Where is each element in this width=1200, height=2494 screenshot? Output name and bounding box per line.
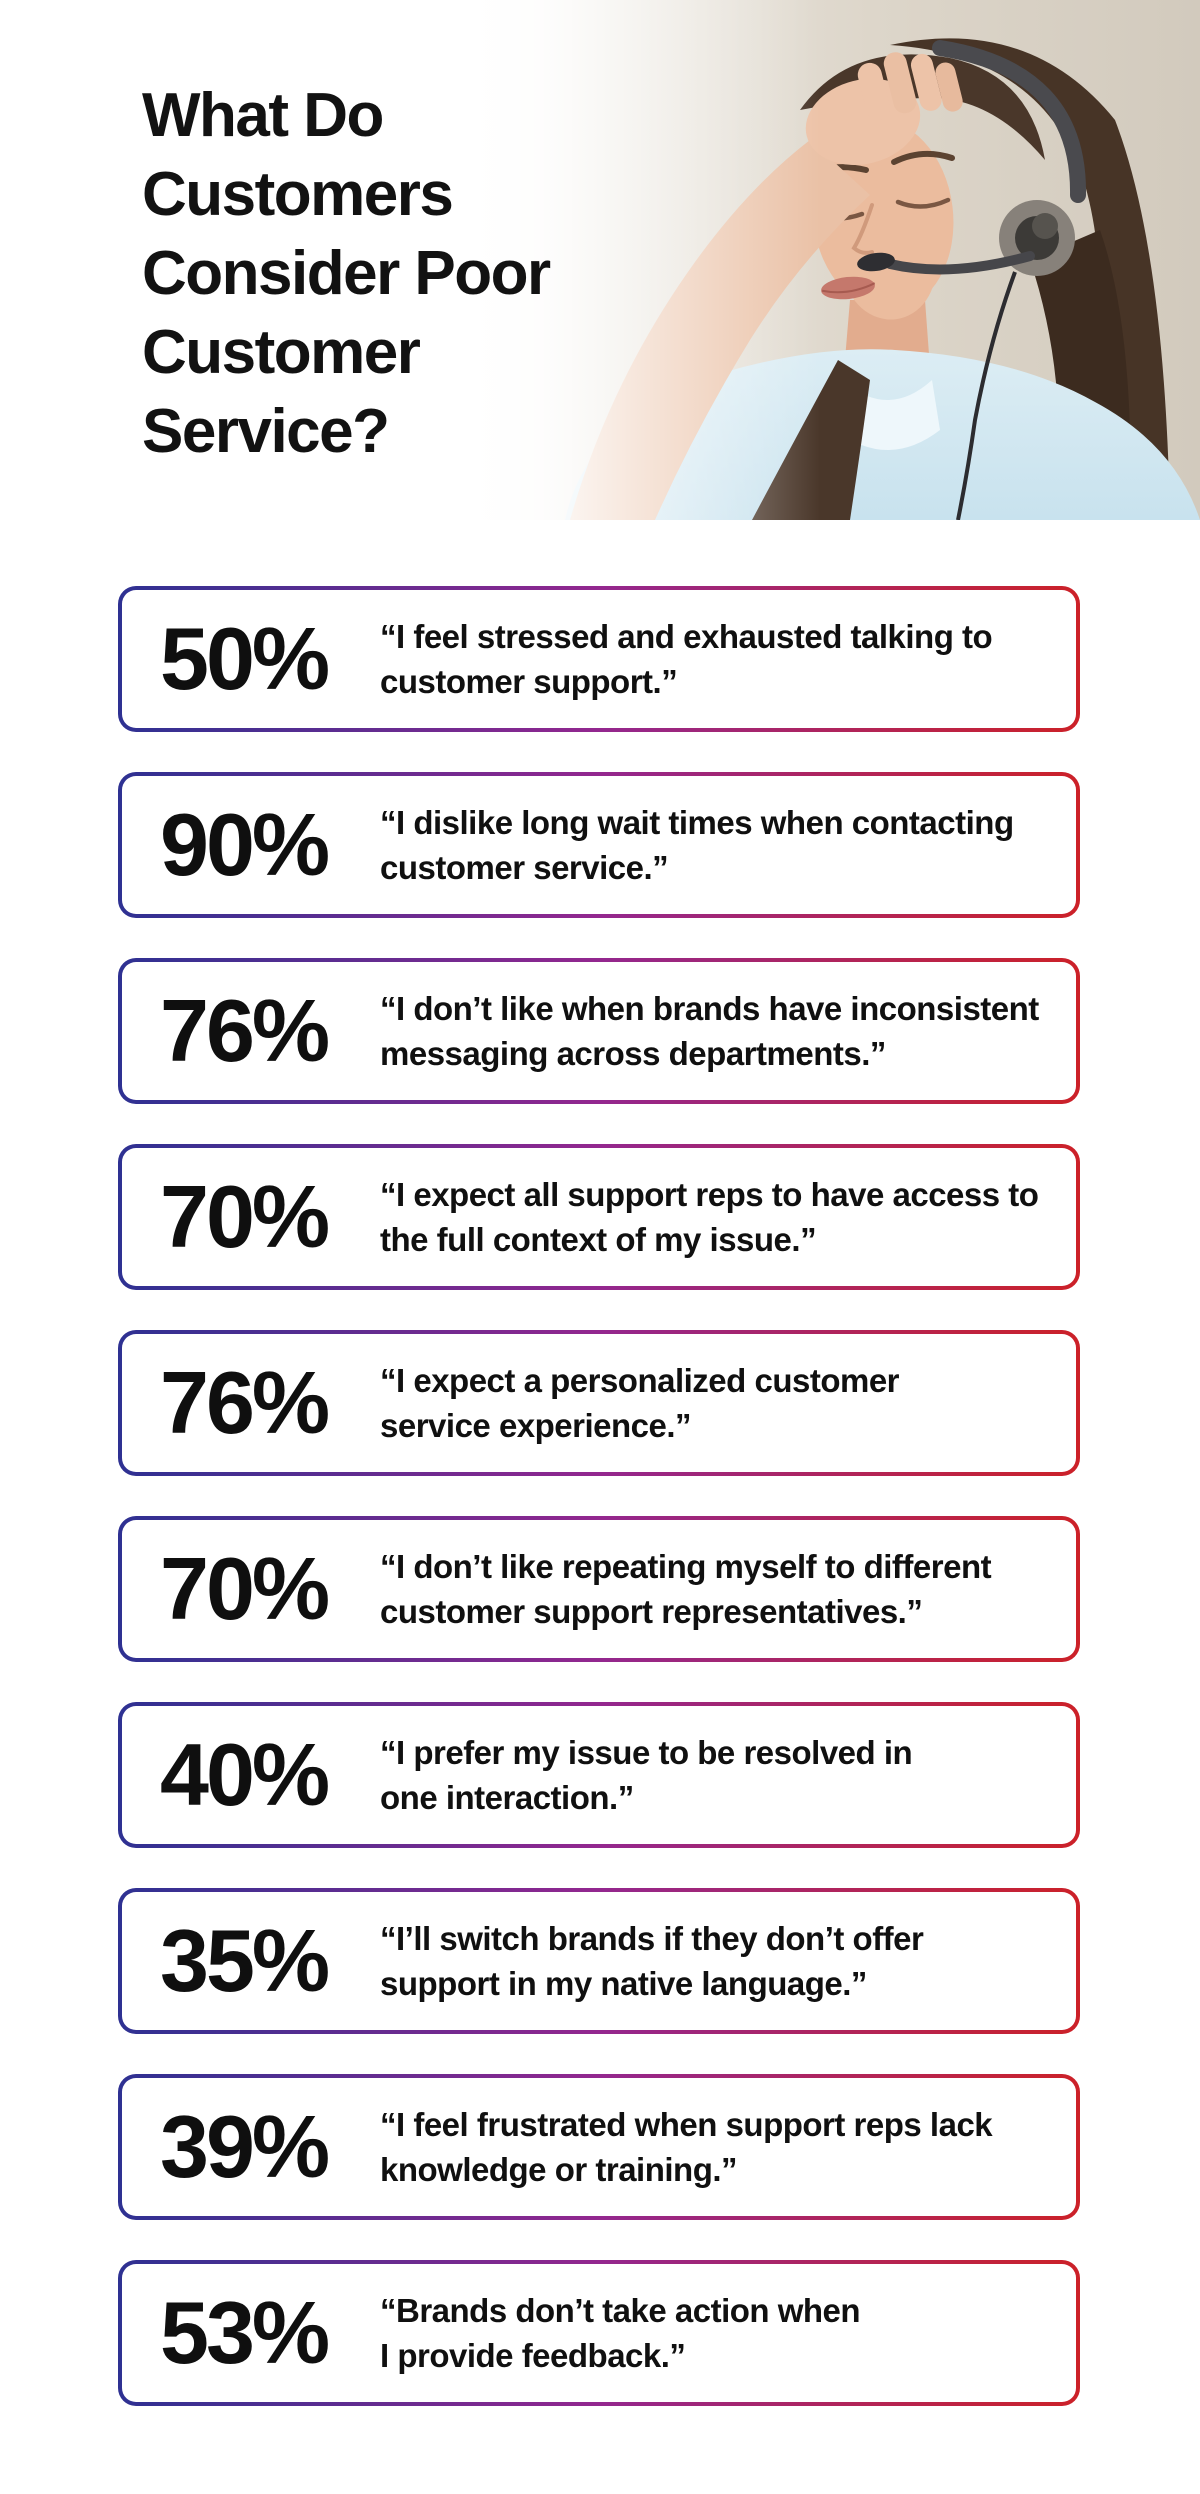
stat-quote-line: “Brands don’t take action when bbox=[380, 2292, 861, 2329]
stat-quote-line: “I feel frustrated when support reps lac… bbox=[380, 2106, 993, 2143]
stat-card-inner: 90% “I dislike long wait times when cont… bbox=[122, 776, 1076, 914]
stat-quote-line: “I feel stressed and exhausted talking t… bbox=[380, 618, 993, 655]
title-line: What Do bbox=[142, 81, 384, 150]
stat-quote: “I prefer my issue to be resolved in one… bbox=[380, 1730, 1048, 1820]
stat-card-inner: 76% “I don’t like when brands have incon… bbox=[122, 962, 1076, 1100]
stat-percent: 76% bbox=[160, 1353, 330, 1452]
stat-quote-line: customer service.” bbox=[380, 849, 669, 886]
stat-percent: 53% bbox=[160, 2283, 330, 2382]
stat-quote-line: one interaction.” bbox=[380, 1779, 634, 1816]
stat-percent: 35% bbox=[160, 1911, 330, 2010]
stat-quote-line: “I expect all support reps to have acces… bbox=[380, 1176, 1039, 1213]
stat-card: 39% “I feel frustrated when support reps… bbox=[118, 2074, 1080, 2220]
stat-quote: “I’ll switch brands if they don’t offer … bbox=[380, 1916, 1048, 2006]
title-line: Customer bbox=[142, 318, 421, 387]
stat-quote-line: knowledge or training.” bbox=[380, 2151, 738, 2188]
stat-quote: “Brands don’t take action when I provide… bbox=[380, 2288, 1048, 2378]
stat-card: 70% “I don’t like repeating myself to di… bbox=[118, 1516, 1080, 1662]
stat-card: 70% “I expect all support reps to have a… bbox=[118, 1144, 1080, 1290]
stat-percent: 90% bbox=[160, 795, 330, 894]
stat-card: 35% “I’ll switch brands if they don’t of… bbox=[118, 1888, 1080, 2034]
stat-quote: “I feel stressed and exhausted talking t… bbox=[380, 614, 1048, 704]
hero-photo bbox=[470, 0, 1200, 520]
stat-quote: “I expect a personalized customer servic… bbox=[380, 1358, 1048, 1448]
stat-card-inner: 70% “I don’t like repeating myself to di… bbox=[122, 1520, 1076, 1658]
stat-card-inner: 76% “I expect a personalized customer se… bbox=[122, 1334, 1076, 1472]
stat-quote-line: I provide feedback.” bbox=[380, 2337, 686, 2374]
stat-card: 76% “I expect a personalized customer se… bbox=[118, 1330, 1080, 1476]
stats-list: 50% “I feel stressed and exhausted talki… bbox=[118, 586, 1080, 2406]
page-title: What Do Customers Consider Poor Customer… bbox=[142, 76, 551, 471]
stat-percent: 40% bbox=[160, 1725, 330, 1824]
stat-quote-line: “I don’t like when brands have inconsist… bbox=[380, 990, 1039, 1027]
stat-card: 53% “Brands don’t take action when I pro… bbox=[118, 2260, 1080, 2406]
stat-percent: 50% bbox=[160, 609, 330, 708]
title-line: Customers bbox=[142, 160, 454, 229]
stat-percent: 39% bbox=[160, 2097, 330, 2196]
stat-quote-line: customer support.” bbox=[380, 663, 678, 700]
stat-percent: 76% bbox=[160, 981, 330, 1080]
stat-card: 40% “I prefer my issue to be resolved in… bbox=[118, 1702, 1080, 1848]
stat-quote: “I dislike long wait times when contacti… bbox=[380, 800, 1048, 890]
stat-quote: “I don’t like repeating myself to differ… bbox=[380, 1544, 1048, 1634]
stat-card: 50% “I feel stressed and exhausted talki… bbox=[118, 586, 1080, 732]
title-line: Consider Poor bbox=[142, 239, 551, 308]
stat-quote-line: “I don’t like repeating myself to differ… bbox=[380, 1548, 992, 1585]
stat-quote-line: service experience.” bbox=[380, 1407, 692, 1444]
stat-card: 90% “I dislike long wait times when cont… bbox=[118, 772, 1080, 918]
title-line: Service? bbox=[142, 397, 390, 466]
stat-percent: 70% bbox=[160, 1539, 330, 1638]
stat-quote-line: “I’ll switch brands if they don’t offer bbox=[380, 1920, 924, 1957]
stat-quote: “I expect all support reps to have acces… bbox=[380, 1172, 1048, 1262]
stat-quote-line: the full context of my issue.” bbox=[380, 1221, 817, 1258]
stat-card-inner: 70% “I expect all support reps to have a… bbox=[122, 1148, 1076, 1286]
stressed-support-agent-illustration bbox=[470, 0, 1200, 520]
stat-percent: 70% bbox=[160, 1167, 330, 1266]
stat-quote-line: “I prefer my issue to be resolved in bbox=[380, 1734, 913, 1771]
stat-quote: “I feel frustrated when support reps lac… bbox=[380, 2102, 1048, 2192]
stat-card-inner: 50% “I feel stressed and exhausted talki… bbox=[122, 590, 1076, 728]
stat-quote-line: customer support representatives.” bbox=[380, 1593, 923, 1630]
stat-card-inner: 40% “I prefer my issue to be resolved in… bbox=[122, 1706, 1076, 1844]
stat-card-inner: 53% “Brands don’t take action when I pro… bbox=[122, 2264, 1076, 2402]
stat-card: 76% “I don’t like when brands have incon… bbox=[118, 958, 1080, 1104]
stat-quote-line: “I dislike long wait times when contacti… bbox=[380, 804, 1014, 841]
stat-quote-line: “I expect a personalized customer bbox=[380, 1362, 900, 1399]
stat-quote: “I don’t like when brands have inconsist… bbox=[380, 986, 1048, 1076]
stat-quote-line: support in my native language.” bbox=[380, 1965, 867, 2002]
stat-quote-line: messaging across departments.” bbox=[380, 1035, 886, 1072]
stat-card-inner: 39% “I feel frustrated when support reps… bbox=[122, 2078, 1076, 2216]
stat-card-inner: 35% “I’ll switch brands if they don’t of… bbox=[122, 1892, 1076, 2030]
